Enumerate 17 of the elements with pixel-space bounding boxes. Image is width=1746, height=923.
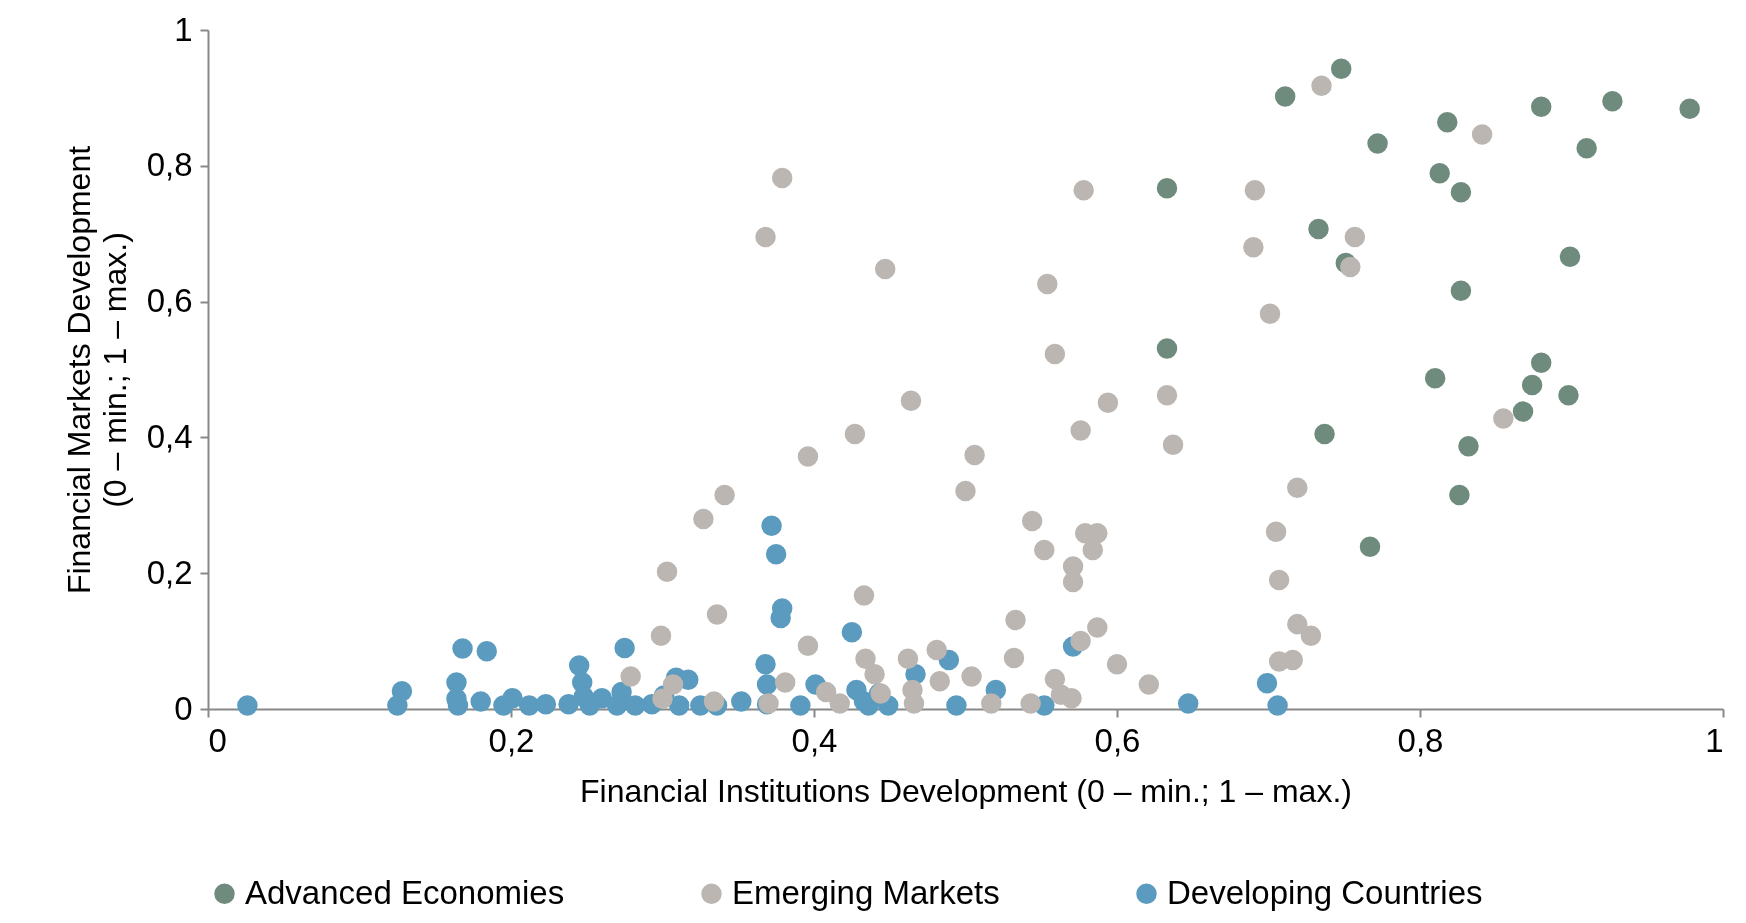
y-axis-title: Financial Markets Development (0 – min.; 1 – max.) [60,145,133,595]
y-tick-label: 0,4 [146,417,193,455]
x-tick-label: 0,2 [488,721,535,759]
x-tick-label: 0 [208,721,227,759]
legend-label: Developing Countries [1167,873,1483,911]
y-tick-label: 0,8 [146,146,193,184]
y-tick-label: 0 [174,689,193,727]
x-axis-title: Financial Institutions Development (0 – min.; 1 – max.) [580,772,1352,809]
x-tick-label: 0,4 [791,721,838,759]
legend-label: Advanced Economies [245,873,565,911]
y-tick-label: 0,2 [146,553,193,591]
x-tick-label: 0,8 [1397,721,1444,759]
x-tick-label: 0,6 [1094,721,1141,759]
x-tick-label: 1 [1705,721,1724,759]
y-tick-label: 0,6 [146,282,193,320]
y-tick-label: 1 [174,10,193,48]
legend-label: Emerging Markets [732,873,1000,911]
